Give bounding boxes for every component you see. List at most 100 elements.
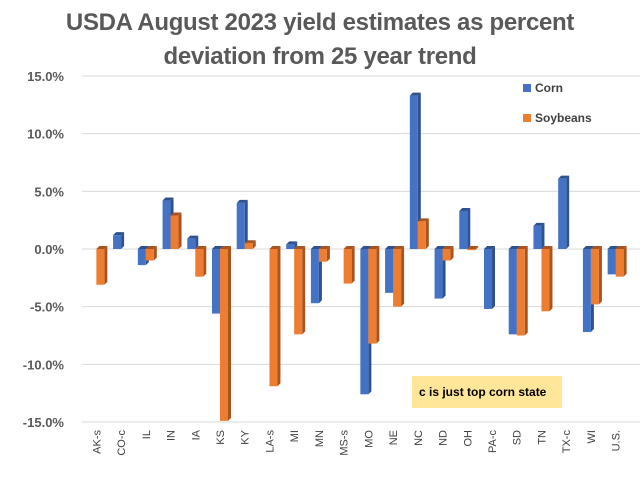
bar-side — [549, 246, 553, 312]
bar-face — [310, 249, 319, 304]
bar-side — [244, 199, 248, 249]
bar-corn-nc — [409, 92, 421, 250]
bar-side — [203, 246, 207, 277]
bar-corn-oh — [459, 207, 471, 249]
x-tick-label: AK-s — [91, 430, 103, 454]
bar-face — [582, 249, 591, 333]
bar-soybeans-il — [145, 246, 157, 261]
bar-face — [541, 249, 550, 312]
bar-top — [385, 246, 397, 249]
chart-title-line-2: deviation from 25 year trend — [163, 43, 477, 70]
bar-face — [467, 249, 476, 251]
bar-face — [244, 243, 253, 249]
bar-corn-tn — [533, 222, 545, 249]
bar-side — [121, 232, 125, 249]
bar-side — [277, 246, 281, 387]
bar-soybeans-mi — [294, 246, 306, 335]
y-tick-label: -15.0% — [23, 415, 65, 430]
bar-side — [376, 246, 380, 344]
bar-top — [533, 222, 545, 226]
bar-face — [417, 221, 426, 249]
bar-side — [401, 246, 405, 307]
bar-soybeans-ia — [195, 246, 207, 277]
chart-title-line-1: USDA August 2023 yield estimates as perc… — [65, 9, 575, 36]
bar-side — [153, 246, 157, 261]
bar-top — [467, 246, 479, 249]
bar-soybeans-ks — [220, 246, 231, 421]
legend-swatch-corn — [523, 84, 531, 92]
bar-side — [351, 246, 355, 284]
x-tick-label: LA-s — [264, 430, 276, 453]
bar-side — [326, 246, 330, 262]
bar-face — [409, 95, 418, 250]
bar-soybeans-nd — [442, 246, 454, 261]
bar-soybeans-mo — [368, 246, 380, 344]
x-tick-label: KS — [215, 430, 227, 445]
bar-top — [508, 246, 520, 249]
bar-face — [533, 225, 542, 249]
legend-label-soybeans: Soybeans — [535, 111, 592, 125]
x-tick-label: KY — [240, 429, 252, 444]
bar-face — [508, 249, 517, 335]
bar-face — [294, 249, 303, 335]
bar-soybeans-tn — [541, 246, 553, 312]
bar-side — [566, 175, 570, 249]
y-axis-ticks: 15.0% 10.0% 5.0% 0.0% -5.0% -10.0% -15.0% — [23, 69, 65, 430]
bar-top — [484, 246, 495, 249]
bar-face — [343, 249, 352, 284]
bar-side — [450, 246, 454, 261]
bar-top — [96, 246, 108, 249]
bar-face — [385, 249, 394, 293]
bar-face — [286, 244, 295, 249]
bar-soybeans-mn — [318, 246, 330, 262]
y-tick-label: 0.0% — [34, 242, 64, 257]
bar-top — [162, 197, 174, 201]
bar-top — [459, 207, 471, 211]
bar-top — [220, 246, 231, 249]
bar-top — [541, 246, 553, 249]
bar-soybeans-aks — [96, 246, 108, 285]
bar-top — [137, 246, 149, 249]
bar-face — [393, 249, 402, 307]
bar-soybeans-ky — [244, 240, 256, 249]
bar-top — [393, 246, 405, 249]
bar-side — [252, 240, 256, 249]
bar-face — [170, 215, 179, 249]
x-tick-label: IA — [190, 429, 202, 440]
bar-top — [409, 92, 421, 96]
bar-soybeans-ne — [393, 246, 405, 307]
y-tick-label: 5.0% — [34, 184, 64, 199]
bar-face — [459, 210, 468, 249]
bar-face — [212, 249, 220, 314]
bar-top — [558, 175, 570, 179]
bar-side — [178, 212, 182, 249]
bar-face — [145, 249, 154, 261]
bar-face — [484, 249, 492, 309]
bar-side — [228, 246, 231, 421]
x-tick-label: OH — [462, 430, 474, 447]
bar-top — [318, 246, 330, 249]
bar-corn-pac — [484, 246, 495, 309]
y-tick-label: 10.0% — [27, 127, 64, 142]
x-tick-label: TN — [536, 430, 548, 445]
bar-soybeans-in — [170, 212, 182, 249]
bar-top — [615, 246, 627, 249]
bar-side — [598, 246, 602, 305]
bar-face — [162, 200, 171, 249]
bar-top — [417, 218, 429, 222]
bar-side — [492, 246, 495, 309]
x-tick-label: IN — [166, 430, 178, 441]
bar-top — [590, 246, 602, 249]
bar-face — [269, 249, 278, 387]
bar-face — [113, 235, 122, 249]
bar-soybeans-mss — [343, 246, 355, 284]
bar-face — [220, 249, 228, 421]
bar-face — [607, 249, 616, 275]
bar-top — [269, 246, 281, 249]
bar-soybeans-las — [269, 246, 281, 387]
y-tick-label: -10.0% — [23, 357, 65, 372]
bar-face — [434, 249, 443, 299]
bar-top — [607, 246, 619, 249]
bar-side — [541, 222, 545, 249]
